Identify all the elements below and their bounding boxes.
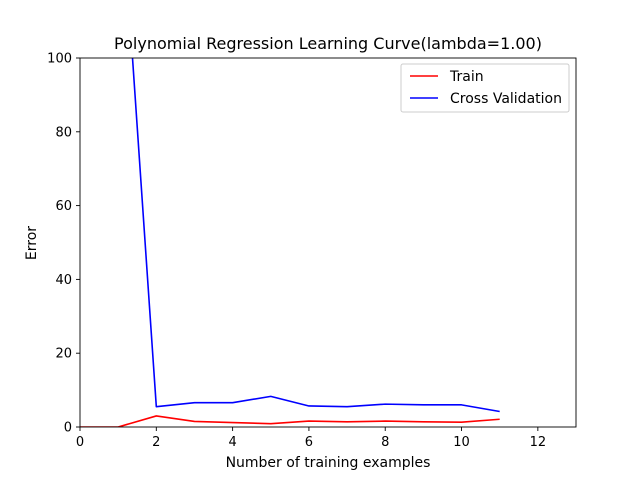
legend-label-cross-validation: Cross Validation [450, 91, 562, 107]
x-tick-label: 0 [76, 435, 84, 450]
legend-box [400, 63, 570, 113]
y-tick-label: 100 [47, 52, 72, 67]
legend: Train Cross Validation [400, 63, 570, 113]
legend-label-train: Train [449, 69, 484, 85]
series-line-cross-validation [131, 58, 500, 413]
y-tick-label: 80 [55, 125, 72, 140]
axes-layer: 0 2 4 6 8 10 12 0 20 40 60 80 100 [47, 52, 577, 450]
plot-frame [79, 57, 577, 428]
x-tick-label: 2 [152, 435, 160, 450]
series-layer [80, 58, 500, 427]
x-axis-label: Number of training examples [226, 455, 431, 471]
series-line-train [80, 415, 500, 427]
x-tick-label: 4 [228, 435, 236, 450]
y-tick-label: 20 [55, 347, 72, 362]
y-tick-label: 0 [64, 421, 72, 436]
y-axis-label: Error [24, 226, 40, 260]
chart-title: Polynomial Regression Learning Curve(lam… [114, 34, 542, 53]
y-tick-label: 60 [55, 199, 72, 214]
x-tick-label: 12 [530, 435, 547, 450]
x-tick-label: 6 [305, 435, 313, 450]
y-tick-label: 40 [55, 273, 72, 288]
x-tick-label: 8 [381, 435, 389, 450]
x-tick-label: 10 [453, 435, 470, 450]
